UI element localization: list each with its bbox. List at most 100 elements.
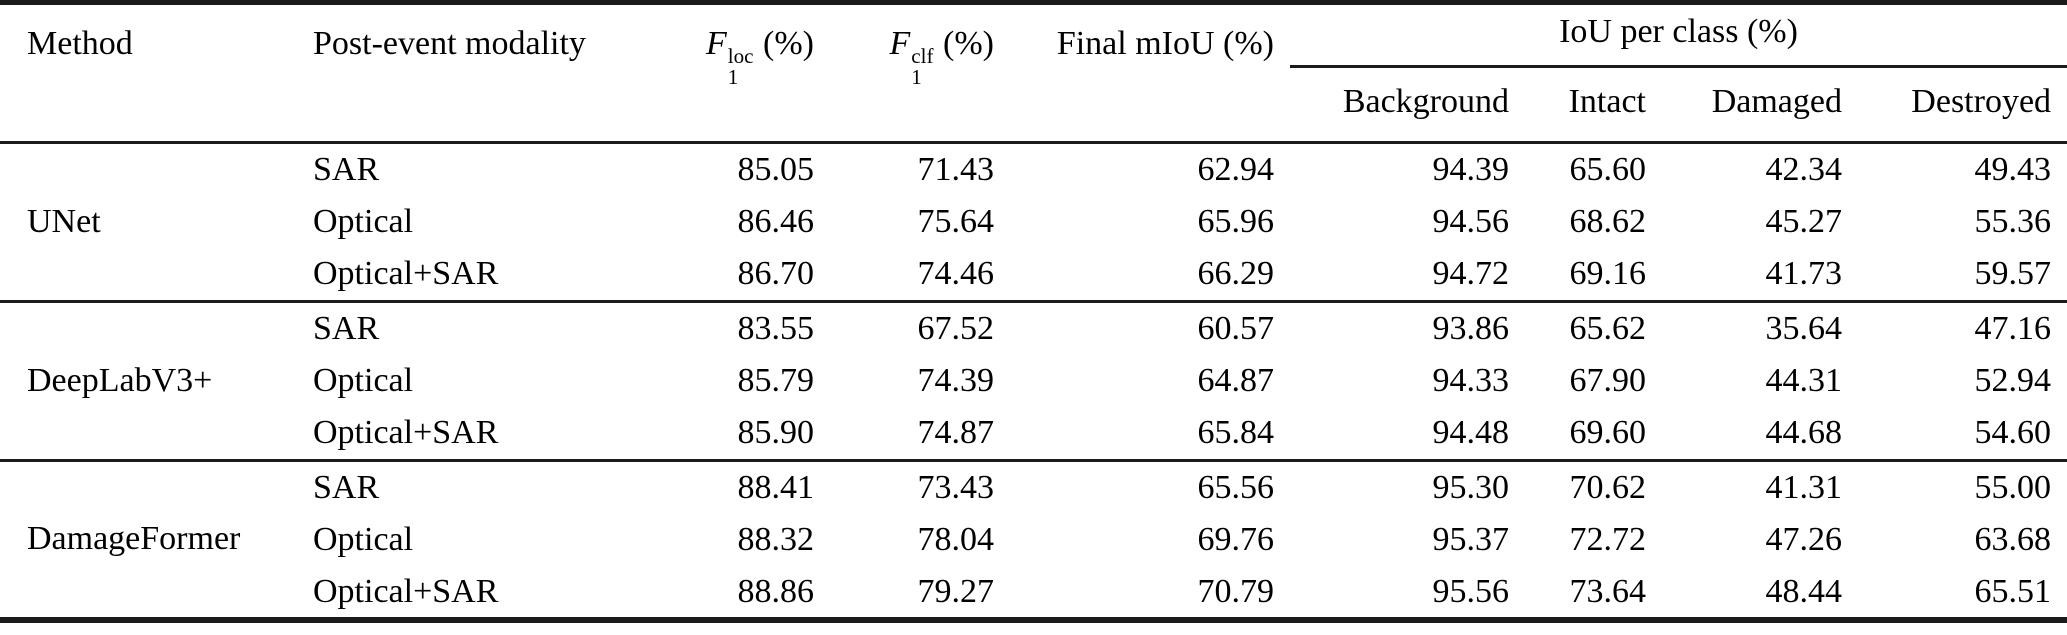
- table-row: DamageFormer SAR 88.41 73.43 65.56 95.30…: [0, 461, 2067, 558]
- background-iou-cell: 94.56: [1432, 203, 1510, 240]
- f1clf-cell: 74.39: [917, 362, 995, 399]
- subheader-intact: Intact: [1568, 82, 1646, 120]
- intact-iou-cell: 68.62: [1569, 203, 1647, 240]
- intact-iou-cell: 72.72: [1569, 521, 1647, 558]
- header-method: Method: [27, 25, 133, 62]
- damaged-iou-cell: 41.73: [1765, 255, 1843, 293]
- group-unet: UNet SAR 85.05 71.43 62.94 94.39 65.60 4…: [0, 142, 2067, 302]
- damaged-iou-cell: 41.31: [1765, 468, 1843, 506]
- f1loc-superscript: loc: [727, 43, 754, 68]
- intact-iou-cell: 69.16: [1569, 255, 1647, 293]
- destroyed-iou-cell: 59.57: [1974, 255, 2052, 293]
- destroyed-iou-cell: 55.00: [1974, 468, 2052, 506]
- table-row: UNet SAR 85.05 71.43 62.94 94.39 65.60 4…: [0, 143, 2067, 240]
- destroyed-iou-cell: 55.36: [1974, 203, 2052, 240]
- destroyed-iou-cell: 54.60: [1974, 414, 2052, 452]
- destroyed-iou-cell: 47.16: [1974, 309, 2052, 347]
- subheader-damaged: Damaged: [1711, 82, 1842, 120]
- f1loc-subscript: 1: [727, 64, 739, 89]
- intact-iou-cell: 69.60: [1569, 414, 1647, 452]
- final-miou-cell: 69.76: [1197, 521, 1275, 558]
- f1loc-cell: 85.90: [737, 414, 815, 452]
- f1clf-cell: 73.43: [917, 468, 995, 506]
- f1loc-cell: 85.05: [737, 150, 815, 188]
- destroyed-iou-cell: 63.68: [1974, 521, 2052, 558]
- f1loc-cell: 86.70: [737, 255, 815, 293]
- modality-cell: Optical+SAR: [313, 255, 499, 293]
- table-row: Optical+SAR 88.86 79.27 70.79 95.56 73.6…: [0, 567, 2067, 620]
- f1clf-cell: 67.52: [917, 309, 995, 347]
- modality-cell: Optical: [313, 203, 414, 240]
- background-iou-cell: 95.56: [1432, 572, 1510, 610]
- modality-cell: Optical+SAR: [313, 572, 499, 610]
- f1loc-cell: 88.32: [737, 521, 815, 558]
- damaged-iou-cell: 47.26: [1765, 521, 1843, 558]
- modality-cell: Optical: [313, 362, 414, 399]
- damaged-iou-cell: 44.68: [1765, 414, 1843, 452]
- header-iou-per-class: IoU per class (%): [1290, 2, 2067, 68]
- intact-iou-cell: 73.64: [1569, 572, 1647, 610]
- f1clf-cell: 78.04: [917, 521, 995, 558]
- f1clf-scripts: clf 1: [911, 45, 933, 89]
- background-iou-cell: 94.48: [1432, 414, 1510, 452]
- f1clf-symbol: F: [889, 25, 911, 62]
- f1clf-cell: 74.87: [917, 414, 995, 452]
- damaged-iou-cell: 48.44: [1765, 572, 1843, 610]
- header-final-miou: Final mIoU (%): [1056, 25, 1274, 62]
- destroyed-iou-cell: 65.51: [1974, 572, 2052, 610]
- f1clf-unit: (%): [943, 25, 994, 62]
- final-miou-cell: 66.29: [1197, 255, 1275, 293]
- modality-cell: SAR: [313, 468, 380, 506]
- background-iou-cell: 95.37: [1432, 521, 1510, 558]
- final-miou-cell: 70.79: [1197, 572, 1275, 610]
- f1loc-cell: 88.41: [737, 468, 815, 506]
- method-label: UNet: [27, 203, 101, 240]
- f1clf-subscript: 1: [911, 64, 922, 89]
- background-iou-cell: 94.72: [1432, 255, 1510, 293]
- modality-cell: Optical+SAR: [313, 414, 499, 452]
- final-miou-cell: 64.87: [1197, 362, 1275, 399]
- background-iou-cell: 94.39: [1432, 150, 1510, 188]
- f1loc-symbol: F: [705, 25, 727, 62]
- intact-iou-cell: 67.90: [1569, 362, 1647, 399]
- method-label: DamageFormer: [27, 520, 241, 558]
- table-row: Optical+SAR 86.70 74.46 66.29 94.72 69.1…: [0, 249, 2067, 302]
- f1loc-scripts: loc 1: [727, 43, 754, 89]
- modality-cell: Optical: [313, 521, 414, 558]
- table-row: Optical+SAR 85.90 74.87 65.84 94.48 69.6…: [0, 408, 2067, 461]
- damaged-iou-cell: 45.27: [1765, 203, 1843, 240]
- destroyed-iou-cell: 49.43: [1974, 150, 2052, 188]
- method-label: DeepLabV3+: [27, 362, 213, 399]
- group-damageformer: DamageFormer SAR 88.41 73.43 65.56 95.30…: [0, 460, 2067, 620]
- f1clf-cell: 75.64: [917, 203, 995, 240]
- f1loc-cell: 85.79: [737, 362, 815, 399]
- damaged-iou-cell: 42.34: [1765, 150, 1843, 188]
- damaged-iou-cell: 35.64: [1765, 309, 1843, 347]
- modality-cell: SAR: [313, 150, 380, 188]
- final-miou-cell: 60.57: [1197, 309, 1275, 347]
- table-row: Optical 88.32 78.04 69.76 95.37 72.72 47…: [0, 514, 2067, 567]
- final-miou-cell: 65.84: [1197, 414, 1275, 452]
- intact-iou-cell: 70.62: [1569, 468, 1647, 506]
- intact-iou-cell: 65.62: [1569, 309, 1647, 347]
- subheader-destroyed: Destroyed: [1911, 82, 2052, 120]
- background-iou-cell: 94.33: [1432, 362, 1510, 399]
- f1loc-unit: (%): [763, 25, 814, 62]
- background-iou-cell: 93.86: [1432, 309, 1510, 347]
- table-row: DeepLabV3+ SAR 83.55 67.52 60.57 93.86 6…: [0, 302, 2067, 399]
- f1clf-cell: 79.27: [917, 572, 995, 610]
- f1clf-cell: 74.46: [917, 255, 995, 293]
- group-deeplabv3plus: DeepLabV3+ SAR 83.55 67.52 60.57 93.86 6…: [0, 301, 2067, 461]
- f1loc-cell: 88.86: [737, 572, 815, 610]
- modality-cell: SAR: [313, 309, 380, 347]
- f1loc-cell: 83.55: [737, 309, 815, 347]
- f1clf-cell: 71.43: [917, 150, 995, 188]
- table-row: Optical 85.79 74.39 64.87 94.33 67.90 44…: [0, 355, 2067, 408]
- table-row: Optical 86.46 75.64 65.96 94.56 68.62 45…: [0, 196, 2067, 249]
- header-post-event-modality: Post-event modality: [313, 25, 586, 62]
